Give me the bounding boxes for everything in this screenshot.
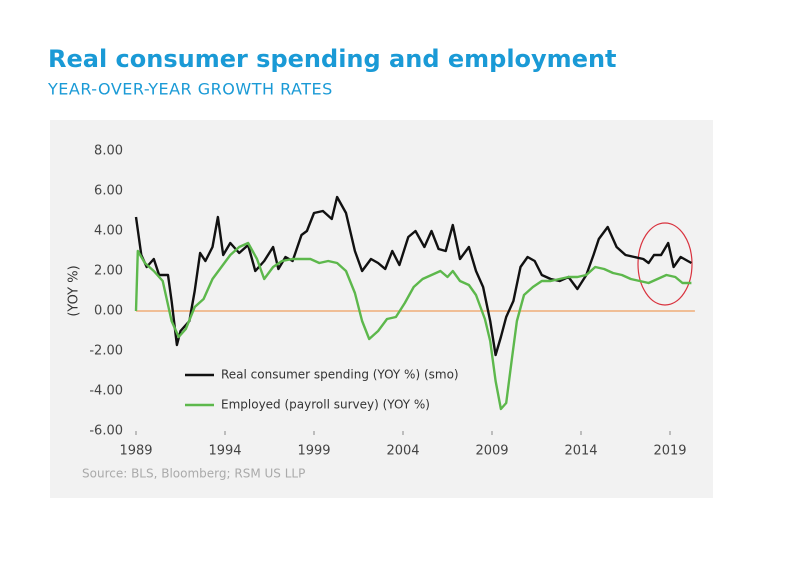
x-tick-label: 2004 [386, 444, 419, 459]
x-tick-label: 1989 [119, 444, 152, 459]
y-tick-label: 4.00 [94, 224, 123, 239]
legend-label: Real consumer spending (YOY %) (smo) [221, 368, 459, 382]
series-line [134, 241, 692, 411]
y-tick-label: -4.00 [89, 384, 123, 399]
series-line [134, 195, 692, 357]
x-tick-label: 2014 [564, 444, 597, 459]
y-tick-label: 2.00 [94, 264, 123, 279]
legend-label: Employed (payroll survey) (YOY %) [221, 398, 430, 412]
plot-background [50, 120, 713, 498]
chart-title: Real consumer spending and employment [48, 45, 617, 73]
y-axis-label: (YOY %) [67, 265, 82, 316]
y-tick-label: -6.00 [89, 424, 123, 439]
y-tick-label: -2.00 [89, 344, 123, 359]
x-tick-label: 1999 [297, 444, 330, 459]
x-tick-label: 2009 [475, 444, 508, 459]
x-tick-label: 2019 [653, 444, 686, 459]
chart-subtitle: YEAR-OVER-YEAR GROWTH RATES [47, 80, 333, 99]
y-tick-label: 6.00 [94, 184, 123, 199]
source-note: Source: BLS, Bloomberg; RSM US LLP [82, 467, 305, 481]
x-tick-label: 1994 [208, 444, 241, 459]
highlight-circle [637, 222, 693, 306]
y-tick-label: 0.00 [94, 304, 123, 319]
y-tick-label: 8.00 [94, 144, 123, 159]
